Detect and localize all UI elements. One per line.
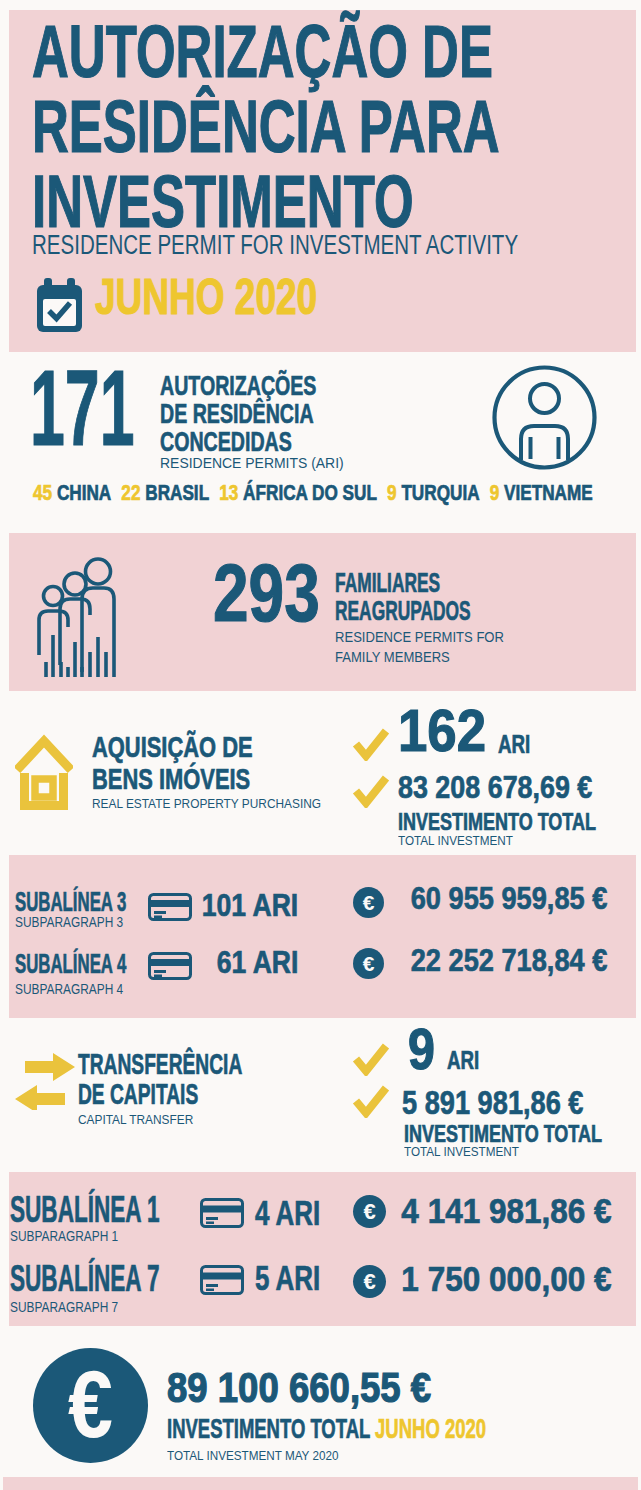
subparagraph-ari: 101 ARI bbox=[202, 889, 298, 921]
real-estate-ari-count: 162 bbox=[398, 701, 486, 761]
card-icon bbox=[148, 893, 192, 921]
subparagraph-amount: 4 141 981,86 € bbox=[402, 1193, 612, 1228]
capital-transfer-subtitle: CAPITAL TRANSFER bbox=[78, 1113, 193, 1127]
subparagraph-label: SUBALÍNEA 4 bbox=[15, 950, 126, 978]
family-icon bbox=[32, 557, 118, 679]
total-label-row: INVESTIMENTO TOTAL JUNHO 2020 bbox=[167, 1415, 486, 1443]
total-month: JUNHO 2020 bbox=[375, 1413, 486, 1444]
check-icon bbox=[352, 1084, 390, 1118]
transfer-arrows-icon bbox=[15, 1048, 75, 1110]
capital-transfer-ari-count: 9 bbox=[408, 1021, 435, 1078]
permits-label-line2: DE RESIDÊNCIA bbox=[160, 400, 314, 428]
permits-label-line3: CONCEDIDAS bbox=[160, 428, 292, 456]
family-count: 293 bbox=[213, 552, 320, 634]
report-month: JUNHO 2020 bbox=[95, 272, 317, 322]
page-subtitle: RESIDENCE PERMIT FOR INVESTMENT ACTIVITY bbox=[32, 232, 518, 259]
country-item: 45 CHINA bbox=[33, 482, 111, 504]
subparagraph-sublabel: SUBPARAGRAPH 7 bbox=[10, 1300, 118, 1314]
real-estate-subtitle: REAL ESTATE PROPERTY PURCHASING bbox=[92, 797, 321, 811]
real-estate-ari-label: ARI bbox=[498, 732, 530, 757]
check-icon bbox=[352, 1042, 390, 1076]
check-icon bbox=[352, 727, 390, 761]
real-estate-total-sublabel: TOTAL INVESTMENT bbox=[398, 834, 513, 847]
subparagraph-label: SUBALÍNEA 3 bbox=[15, 888, 126, 916]
house-icon bbox=[15, 732, 73, 810]
permits-count: 171 bbox=[30, 354, 135, 462]
card-icon bbox=[200, 1198, 244, 1228]
euro-icon: € bbox=[353, 1195, 386, 1228]
country-item: 9 TURQUIA bbox=[387, 482, 480, 504]
countries-row: 45 CHINA 22 BRASIL 13 ÁFRICA DO SUL 9 TU… bbox=[33, 482, 593, 504]
capital-transfer-title-line2: DE CAPITAIS bbox=[78, 1079, 198, 1109]
header-panel: AUTORIZAÇÃO DE RESIDÊNCIA PARA INVESTIME… bbox=[9, 10, 636, 352]
real-estate-title-line2: BENS IMÓVEIS bbox=[92, 764, 250, 794]
euro-icon: € bbox=[353, 1265, 386, 1298]
calendar-icon bbox=[37, 278, 82, 332]
capital-transfer-ari-label: ARI bbox=[447, 1048, 479, 1073]
total-label: INVESTIMENTO TOTAL bbox=[167, 1413, 370, 1444]
real-estate-section: AQUISIÇÃO DE BENS IMÓVEIS REAL ESTATE PR… bbox=[0, 691, 641, 855]
capital-transfer-title-line1: TRANSFERÊNCIA bbox=[78, 1049, 242, 1079]
subparagraph-sublabel: SUBPARAGRAPH 4 bbox=[15, 982, 123, 996]
subparagraph-label: SUBALÍNEA 1 bbox=[10, 1191, 160, 1228]
capital-transfer-section: TRANSFERÊNCIA DE CAPITAIS CAPITAL TRANSF… bbox=[0, 1018, 641, 1172]
page-title-line1: AUTORIZAÇÃO DE bbox=[32, 14, 493, 89]
subparagraph-label: SUBALÍNEA 7 bbox=[10, 1260, 160, 1297]
page-title-line2: RESIDÊNCIA PARA bbox=[32, 89, 500, 164]
family-panel: 293 FAMILIARES REAGRUPADOS RESIDENCE PER… bbox=[9, 533, 636, 691]
family-sublabel-line2: FAMILY MEMBERS bbox=[335, 650, 450, 665]
country-item: 13 ÁFRICA DO SUL bbox=[219, 482, 377, 504]
total-sublabel: TOTAL INVESTMENT MAY 2020 bbox=[167, 1449, 338, 1462]
real-estate-total-label: INVESTIMENTO TOTAL bbox=[398, 810, 596, 834]
permits-label-line1: AUTORIZAÇÕES bbox=[160, 372, 316, 400]
euro-icon: € bbox=[353, 887, 384, 918]
euro-icon: € bbox=[353, 948, 384, 979]
subparagraph-ari: 4 ARI bbox=[255, 1195, 320, 1230]
page-title-line3: INVESTIMENTO bbox=[32, 164, 414, 239]
check-icon bbox=[352, 774, 390, 808]
family-label-line1: FAMILIARES bbox=[335, 569, 440, 597]
subparagraph-amount: 22 252 718,84 € bbox=[410, 944, 607, 976]
capital-transfer-total-sublabel: TOTAL INVESTMENT bbox=[404, 1145, 519, 1158]
subparagraph-ari: 61 ARI bbox=[216, 946, 298, 978]
euro-total-icon: € bbox=[33, 1348, 148, 1463]
subparagraph-amount: 1 750 000,00 € bbox=[402, 1261, 612, 1296]
subparagraphs-capital-transfer-panel: SUBALÍNEA 1 SUBPARAGRAPH 1 4 ARI € 4 141… bbox=[9, 1172, 636, 1326]
permits-sublabel: RESIDENCE PERMITS (ARI) bbox=[160, 455, 344, 471]
subparagraph-sublabel: SUBPARAGRAPH 3 bbox=[15, 915, 123, 929]
real-estate-amount: 83 208 678,69 € bbox=[398, 771, 592, 803]
permits-section: 171 AUTORIZAÇÕES DE RESIDÊNCIA CONCEDIDA… bbox=[0, 352, 641, 533]
subparagraph-amount: 60 955 959,85 € bbox=[410, 882, 607, 914]
subparagraph-sublabel: SUBPARAGRAPH 1 bbox=[10, 1229, 118, 1243]
total-amount: 89 100 660,55 € bbox=[167, 1367, 431, 1409]
subparagraph-ari: 5 ARI bbox=[255, 1260, 320, 1295]
total-section: € 89 100 660,55 € INVESTIMENTO TOTAL JUN… bbox=[0, 1326, 641, 1477]
footer-strip bbox=[3, 1477, 638, 1490]
capital-transfer-amount: 5 891 981,86 € bbox=[402, 1085, 584, 1119]
country-item: 22 BRASIL bbox=[121, 482, 209, 504]
family-label-line2: REAGRUPADOS bbox=[335, 597, 471, 625]
subparagraphs-real-estate-panel: SUBALÍNEA 3 SUBPARAGRAPH 3 101 ARI € 60 … bbox=[9, 855, 636, 1018]
country-item: 9 VIETNAME bbox=[490, 482, 593, 504]
real-estate-title-line1: AQUISIÇÃO DE bbox=[92, 732, 253, 762]
card-icon bbox=[200, 1265, 244, 1295]
person-icon bbox=[492, 365, 597, 470]
family-sublabel-line1: RESIDENCE PERMITS FOR bbox=[335, 630, 504, 645]
card-icon bbox=[148, 952, 192, 980]
capital-transfer-total-label: INVESTIMENTO TOTAL bbox=[404, 1122, 602, 1146]
